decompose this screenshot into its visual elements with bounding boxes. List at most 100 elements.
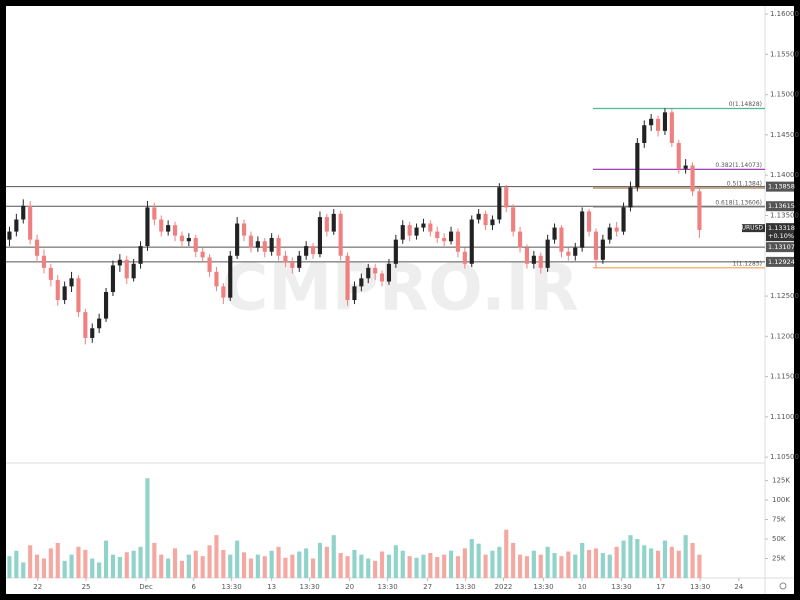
x-tick-label: 20 [345, 583, 354, 591]
volume-bar [97, 562, 102, 578]
volume-bar [552, 553, 557, 578]
volume-bar [607, 554, 612, 578]
candle-body [676, 142, 681, 169]
candle-body [642, 125, 647, 143]
candle-body [586, 211, 592, 232]
candle-body [462, 251, 467, 264]
candle-body [538, 255, 543, 268]
candle-body [41, 255, 47, 268]
level-label: 1.12924 [768, 258, 795, 266]
volume-bar [442, 554, 447, 578]
candle-body [276, 238, 281, 256]
candle-body [524, 247, 530, 264]
volume-bar [373, 560, 378, 578]
candle-body [359, 278, 364, 287]
x-tick-label: 13:30 [300, 583, 320, 591]
volume-bar [573, 554, 578, 578]
candle-body [297, 255, 302, 268]
x-tick-label: 6 [191, 583, 196, 591]
candle-body [428, 223, 433, 232]
candle-body [593, 231, 599, 260]
volume-bar [435, 556, 440, 578]
volume-bar [559, 556, 564, 578]
volume-bar [76, 546, 81, 578]
candle-body [366, 267, 371, 279]
y-tick-label: 1.11500 [770, 373, 799, 381]
candle-body [48, 267, 53, 280]
candle-body [304, 246, 309, 256]
candle-body [517, 231, 523, 248]
candle-body [683, 165, 688, 169]
volume-bar [55, 542, 60, 578]
volume-bar [241, 552, 247, 578]
volume-bar [386, 554, 392, 578]
chart-background [6, 6, 794, 594]
volume-bar [697, 554, 702, 578]
candle-body [635, 142, 640, 188]
volume-bar [310, 558, 316, 578]
volume-bar [283, 557, 288, 578]
x-tick-label: 13:30 [222, 583, 242, 591]
candle-body [414, 227, 419, 236]
candle-body [186, 238, 191, 242]
volume-bar [297, 551, 302, 578]
volume-bar [7, 556, 12, 578]
volume-bar [255, 554, 260, 578]
volume-tick-label: 75K [772, 516, 786, 524]
volume-bar [566, 551, 571, 578]
settings-icon[interactable] [779, 582, 787, 590]
candle-body [690, 165, 695, 192]
y-tick-label: 1.15500 [770, 50, 799, 58]
volume-bar [221, 549, 226, 578]
candle-body [476, 213, 481, 220]
y-tick-label: 1.13500 [770, 211, 799, 219]
y-tick-label: 1.11000 [770, 413, 799, 421]
candle-body [621, 207, 626, 232]
level-tag [766, 201, 794, 212]
volume-bar [317, 542, 323, 578]
y-tick-label: 1.14500 [770, 131, 799, 139]
candle-body [545, 239, 550, 268]
x-tick-label: 17 [656, 583, 665, 591]
volume-bar [90, 558, 95, 578]
fib-label: 0.5(1.1384) [727, 181, 762, 188]
candle-body [345, 255, 350, 301]
candle-body [269, 238, 274, 252]
candle-body [103, 292, 109, 319]
candle-body [34, 239, 40, 256]
candle-body [435, 231, 440, 239]
candle-body [669, 112, 674, 143]
volume-bar [511, 542, 516, 578]
candle-body [221, 286, 226, 298]
candle-body [193, 238, 198, 252]
x-tick-label: 10 [578, 583, 587, 591]
candle-body [172, 225, 178, 236]
candle-body [421, 223, 426, 228]
y-tick-label: 1.14000 [770, 171, 799, 179]
x-tick-label: 13:30 [611, 583, 631, 591]
volume-bar [517, 554, 523, 578]
volume-bar [393, 545, 398, 578]
candle-body [331, 213, 336, 232]
volume-tick-label: 100K [772, 496, 790, 504]
volume-bar [469, 539, 474, 578]
candle-body [55, 279, 60, 301]
candle-body [159, 219, 164, 232]
candle-body [97, 318, 102, 329]
candle-body [662, 112, 668, 131]
candle-body [352, 286, 357, 301]
volume-bar [117, 556, 122, 578]
fib-label: 1(1.1285) [733, 260, 763, 267]
candle-body [448, 231, 454, 242]
fib-label: 0(1.14828) [729, 101, 762, 108]
candle-body [7, 231, 12, 240]
volume-bar [352, 549, 357, 578]
candle-body [614, 227, 619, 232]
volume-bar [179, 560, 185, 578]
candle-body [124, 259, 129, 279]
volume-bar [338, 553, 343, 578]
last-change: +0.10% [768, 232, 794, 240]
volume-bar [690, 542, 695, 578]
